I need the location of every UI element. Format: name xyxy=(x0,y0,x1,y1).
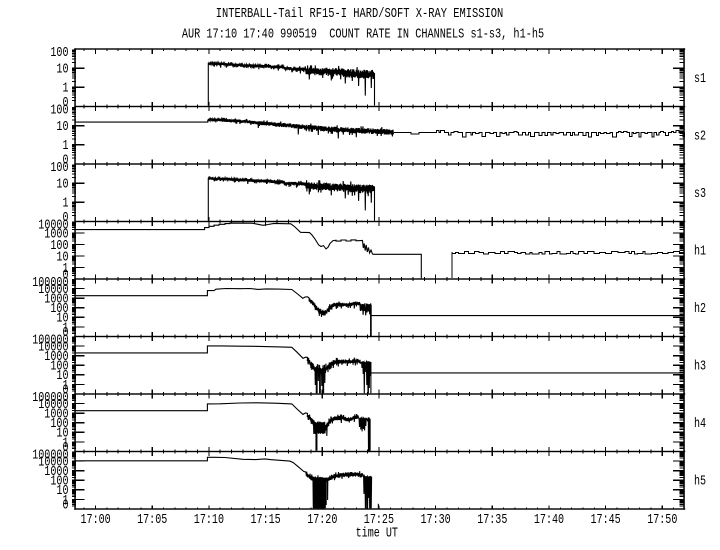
svg-text:10: 10 xyxy=(56,484,68,499)
svg-text:h5: h5 xyxy=(694,475,706,490)
svg-text:10000: 10000 xyxy=(38,456,68,471)
svg-text:1000: 1000 xyxy=(44,350,68,365)
svg-text:17:25: 17:25 xyxy=(364,513,394,528)
svg-text:0: 0 xyxy=(63,326,69,341)
svg-text:0: 0 xyxy=(63,211,69,226)
svg-text:1000: 1000 xyxy=(44,465,68,480)
svg-text:1: 1 xyxy=(63,494,69,509)
svg-text:100: 100 xyxy=(50,360,68,375)
svg-text:10: 10 xyxy=(56,120,68,135)
svg-text:1: 1 xyxy=(63,197,69,212)
svg-text:100: 100 xyxy=(50,161,68,176)
svg-text:17:20: 17:20 xyxy=(307,513,337,528)
svg-text:17:00: 17:00 xyxy=(81,513,111,528)
svg-text:17:15: 17:15 xyxy=(251,513,281,528)
svg-text:100: 100 xyxy=(50,417,68,432)
svg-text:s1: s1 xyxy=(694,72,706,87)
svg-text:h3: h3 xyxy=(694,360,706,375)
svg-text:1000: 1000 xyxy=(44,408,68,423)
svg-text:0: 0 xyxy=(63,384,69,399)
svg-text:100: 100 xyxy=(50,103,68,118)
svg-text:h1: h1 xyxy=(694,245,706,260)
svg-text:17:10: 17:10 xyxy=(194,513,224,528)
svg-text:100000: 100000 xyxy=(32,333,68,348)
svg-text:10000: 10000 xyxy=(38,398,68,413)
svg-text:100000: 100000 xyxy=(32,276,68,291)
svg-text:1: 1 xyxy=(63,321,69,336)
svg-text:100: 100 xyxy=(50,475,68,490)
svg-text:1: 1 xyxy=(63,262,69,277)
svg-text:10: 10 xyxy=(56,312,68,327)
svg-text:10: 10 xyxy=(56,250,68,265)
svg-text:17:45: 17:45 xyxy=(591,513,621,528)
svg-text:100: 100 xyxy=(50,46,68,61)
svg-text:1: 1 xyxy=(63,379,69,394)
svg-text:0: 0 xyxy=(63,441,69,456)
svg-text:1: 1 xyxy=(63,436,69,451)
svg-text:100000: 100000 xyxy=(32,391,68,406)
svg-text:0: 0 xyxy=(63,499,69,514)
svg-text:1: 1 xyxy=(63,82,69,97)
svg-text:10: 10 xyxy=(56,63,68,78)
svg-text:0: 0 xyxy=(63,154,69,169)
svg-text:17:35: 17:35 xyxy=(477,513,507,528)
svg-text:0: 0 xyxy=(63,96,69,111)
svg-text:1: 1 xyxy=(63,139,69,154)
svg-text:time UT: time UT xyxy=(356,527,398,542)
svg-text:10: 10 xyxy=(56,427,68,442)
svg-text:1000: 1000 xyxy=(44,227,68,242)
svg-text:10: 10 xyxy=(56,178,68,193)
svg-text:10000: 10000 xyxy=(38,283,68,298)
svg-text:10000: 10000 xyxy=(38,218,68,233)
svg-text:1000: 1000 xyxy=(44,293,68,308)
svg-text:17:05: 17:05 xyxy=(137,513,167,528)
svg-text:100000: 100000 xyxy=(32,448,68,463)
svg-text:h2: h2 xyxy=(694,302,706,317)
svg-text:0: 0 xyxy=(63,269,69,284)
svg-text:17:50: 17:50 xyxy=(647,513,677,528)
svg-text:s3: s3 xyxy=(694,187,706,202)
svg-text:AUR 17:10 17:40 990519 COUNT: AUR 17:10 17:40 990519 COUNT RATE IN CHA… xyxy=(182,28,544,43)
svg-text:s2: s2 xyxy=(694,130,706,145)
svg-text:17:40: 17:40 xyxy=(534,513,564,528)
svg-text:INTERBALL-Tail RF15-I HARD/SOF: INTERBALL-Tail RF15-I HARD/SOFT X-RAY EM… xyxy=(216,7,504,22)
svg-text:10000: 10000 xyxy=(38,341,68,356)
svg-text:100: 100 xyxy=(50,302,68,317)
svg-text:100: 100 xyxy=(50,239,68,254)
svg-text:h4: h4 xyxy=(694,417,706,432)
svg-text:17:30: 17:30 xyxy=(421,513,451,528)
svg-text:10: 10 xyxy=(56,369,68,384)
